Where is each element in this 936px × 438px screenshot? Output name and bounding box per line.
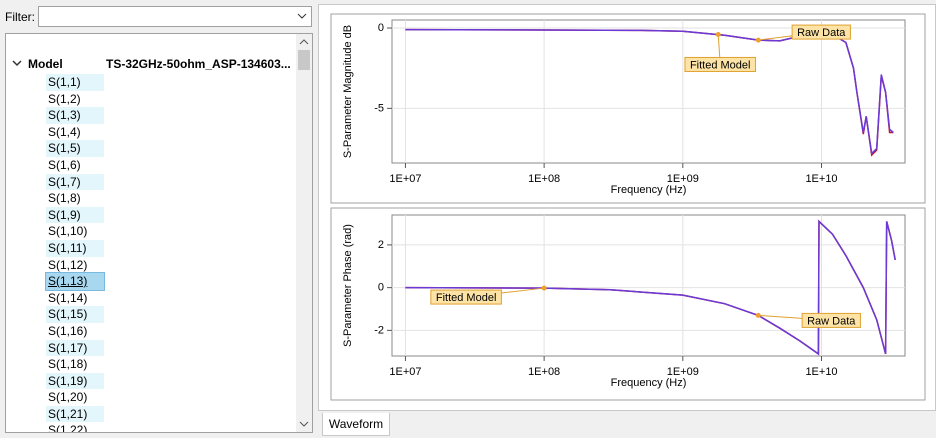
y-axis-title: S-Parameter Phase (rad) xyxy=(342,224,354,347)
tree-item[interactable]: S(1,12) xyxy=(48,257,88,272)
annotation-point xyxy=(755,312,761,318)
charts: 1E+07 1E+08 1E+09 1E+10 -5 0 Frequency (Hz) S-P… xyxy=(330,13,926,401)
tree-item[interactable]: S(1,8) xyxy=(48,191,81,206)
annotation-point xyxy=(715,31,721,37)
tree-item[interactable]: S(1,9) xyxy=(46,206,104,224)
x-tick-label: 1E+07 xyxy=(389,173,421,185)
x-axis-title: Frequency (Hz) xyxy=(611,377,687,389)
scroll-arrows xyxy=(299,39,309,427)
y-tick-label: 2 xyxy=(378,239,384,251)
tree-item[interactable]: S(1,18) xyxy=(48,357,88,372)
annotation-box xyxy=(684,56,756,72)
x-tick-label: 1E+10 xyxy=(805,173,837,185)
series-line xyxy=(405,219,896,356)
tree-item[interactable]: S(1,17) xyxy=(46,339,104,357)
annotation-point xyxy=(755,37,761,43)
annotation-text: Fitted Model xyxy=(436,292,497,304)
tree-item[interactable]: S(1,6) xyxy=(48,157,81,172)
plot-area xyxy=(391,19,906,164)
x-tick-label: 1E+08 xyxy=(528,366,560,378)
waveform-tab[interactable]: Waveform xyxy=(322,413,390,436)
tree-item[interactable]: S(1,22) xyxy=(48,423,88,433)
tree-item[interactable]: S(1,3) xyxy=(46,107,104,124)
tree-item[interactable]: S(1,16) xyxy=(48,323,88,338)
tree-view: Model TS-32GHz-50ohm_ASP-134603... S(1,1… xyxy=(5,33,313,433)
x-tick-label: 1E+09 xyxy=(667,366,699,378)
tree-item[interactable]: S(1,11) xyxy=(46,239,104,257)
scrollbar[interactable] xyxy=(296,34,312,432)
tree-item[interactable]: S(1,14) xyxy=(48,290,88,305)
tree-item[interactable]: S(1,2) xyxy=(48,91,81,106)
root-value: TS-32GHz-50ohm_ASP-134603... xyxy=(106,57,291,71)
y-axis-title: S-Parameter Magnitude dB xyxy=(342,25,354,158)
tree-item[interactable]: S(1,13) xyxy=(45,272,105,291)
annotation-point xyxy=(541,285,547,291)
filter-label: Filter: xyxy=(5,10,35,24)
x-axis-title: Frequency (Hz) xyxy=(611,184,687,196)
dropdown-arrow xyxy=(297,13,307,19)
tree-item[interactable]: S(1,7) xyxy=(46,173,104,191)
tree-item[interactable]: S(1,4) xyxy=(48,124,81,139)
annotation-text: Raw Data xyxy=(797,27,846,39)
tree-item[interactable]: S(1,5) xyxy=(46,140,104,157)
left-panel: Filter: Model TS-32GHz-50ohm_ASP-134603.… xyxy=(0,0,318,438)
annotation: Raw Data xyxy=(755,24,851,43)
x-tick-label: 1E+07 xyxy=(389,366,421,378)
annotation: Raw Data xyxy=(755,312,861,328)
x-tick-label: 1E+08 xyxy=(528,173,560,185)
y-tick-label: 0 xyxy=(378,282,384,294)
expand-icon[interactable] xyxy=(12,56,22,72)
tree-item[interactable]: S(1,21) xyxy=(46,405,104,423)
tree-items: S(1,1) S(1,2) S(1,3) S(1,4) S(1,5) S(1,6) S(1,… xyxy=(45,74,105,433)
annotation-box xyxy=(801,312,861,328)
tree-item[interactable]: S(1,15) xyxy=(46,306,104,323)
annotation-box xyxy=(791,24,851,40)
series-line xyxy=(405,28,894,155)
x-tick-label: 1E+10 xyxy=(805,366,837,378)
y-tick-label: -2 xyxy=(374,324,384,336)
annotation: Fitted Model xyxy=(684,31,756,72)
filter-dropdown[interactable] xyxy=(38,6,312,27)
annotation-box xyxy=(430,289,502,305)
scroll-thumb[interactable] xyxy=(298,50,310,70)
annotation-text: Raw Data xyxy=(807,315,856,327)
root-name: Model xyxy=(28,57,63,71)
y-tick-label: -5 xyxy=(374,102,384,114)
tree-item[interactable]: S(1,1) xyxy=(46,74,104,91)
x-tick-label: 1E+09 xyxy=(667,173,699,185)
tree-item[interactable]: S(1,19) xyxy=(46,372,104,390)
tree-item[interactable]: S(1,10) xyxy=(48,224,88,239)
annotation-text: Fitted Model xyxy=(690,59,751,71)
tree-root[interactable]: Model TS-32GHz-50ohm_ASP-134603... xyxy=(6,56,296,72)
y-tick-label: 0 xyxy=(378,22,384,34)
annotation: Fitted Model xyxy=(430,285,547,305)
plot-area xyxy=(391,214,906,357)
tree-item[interactable]: S(1,20) xyxy=(48,390,88,405)
